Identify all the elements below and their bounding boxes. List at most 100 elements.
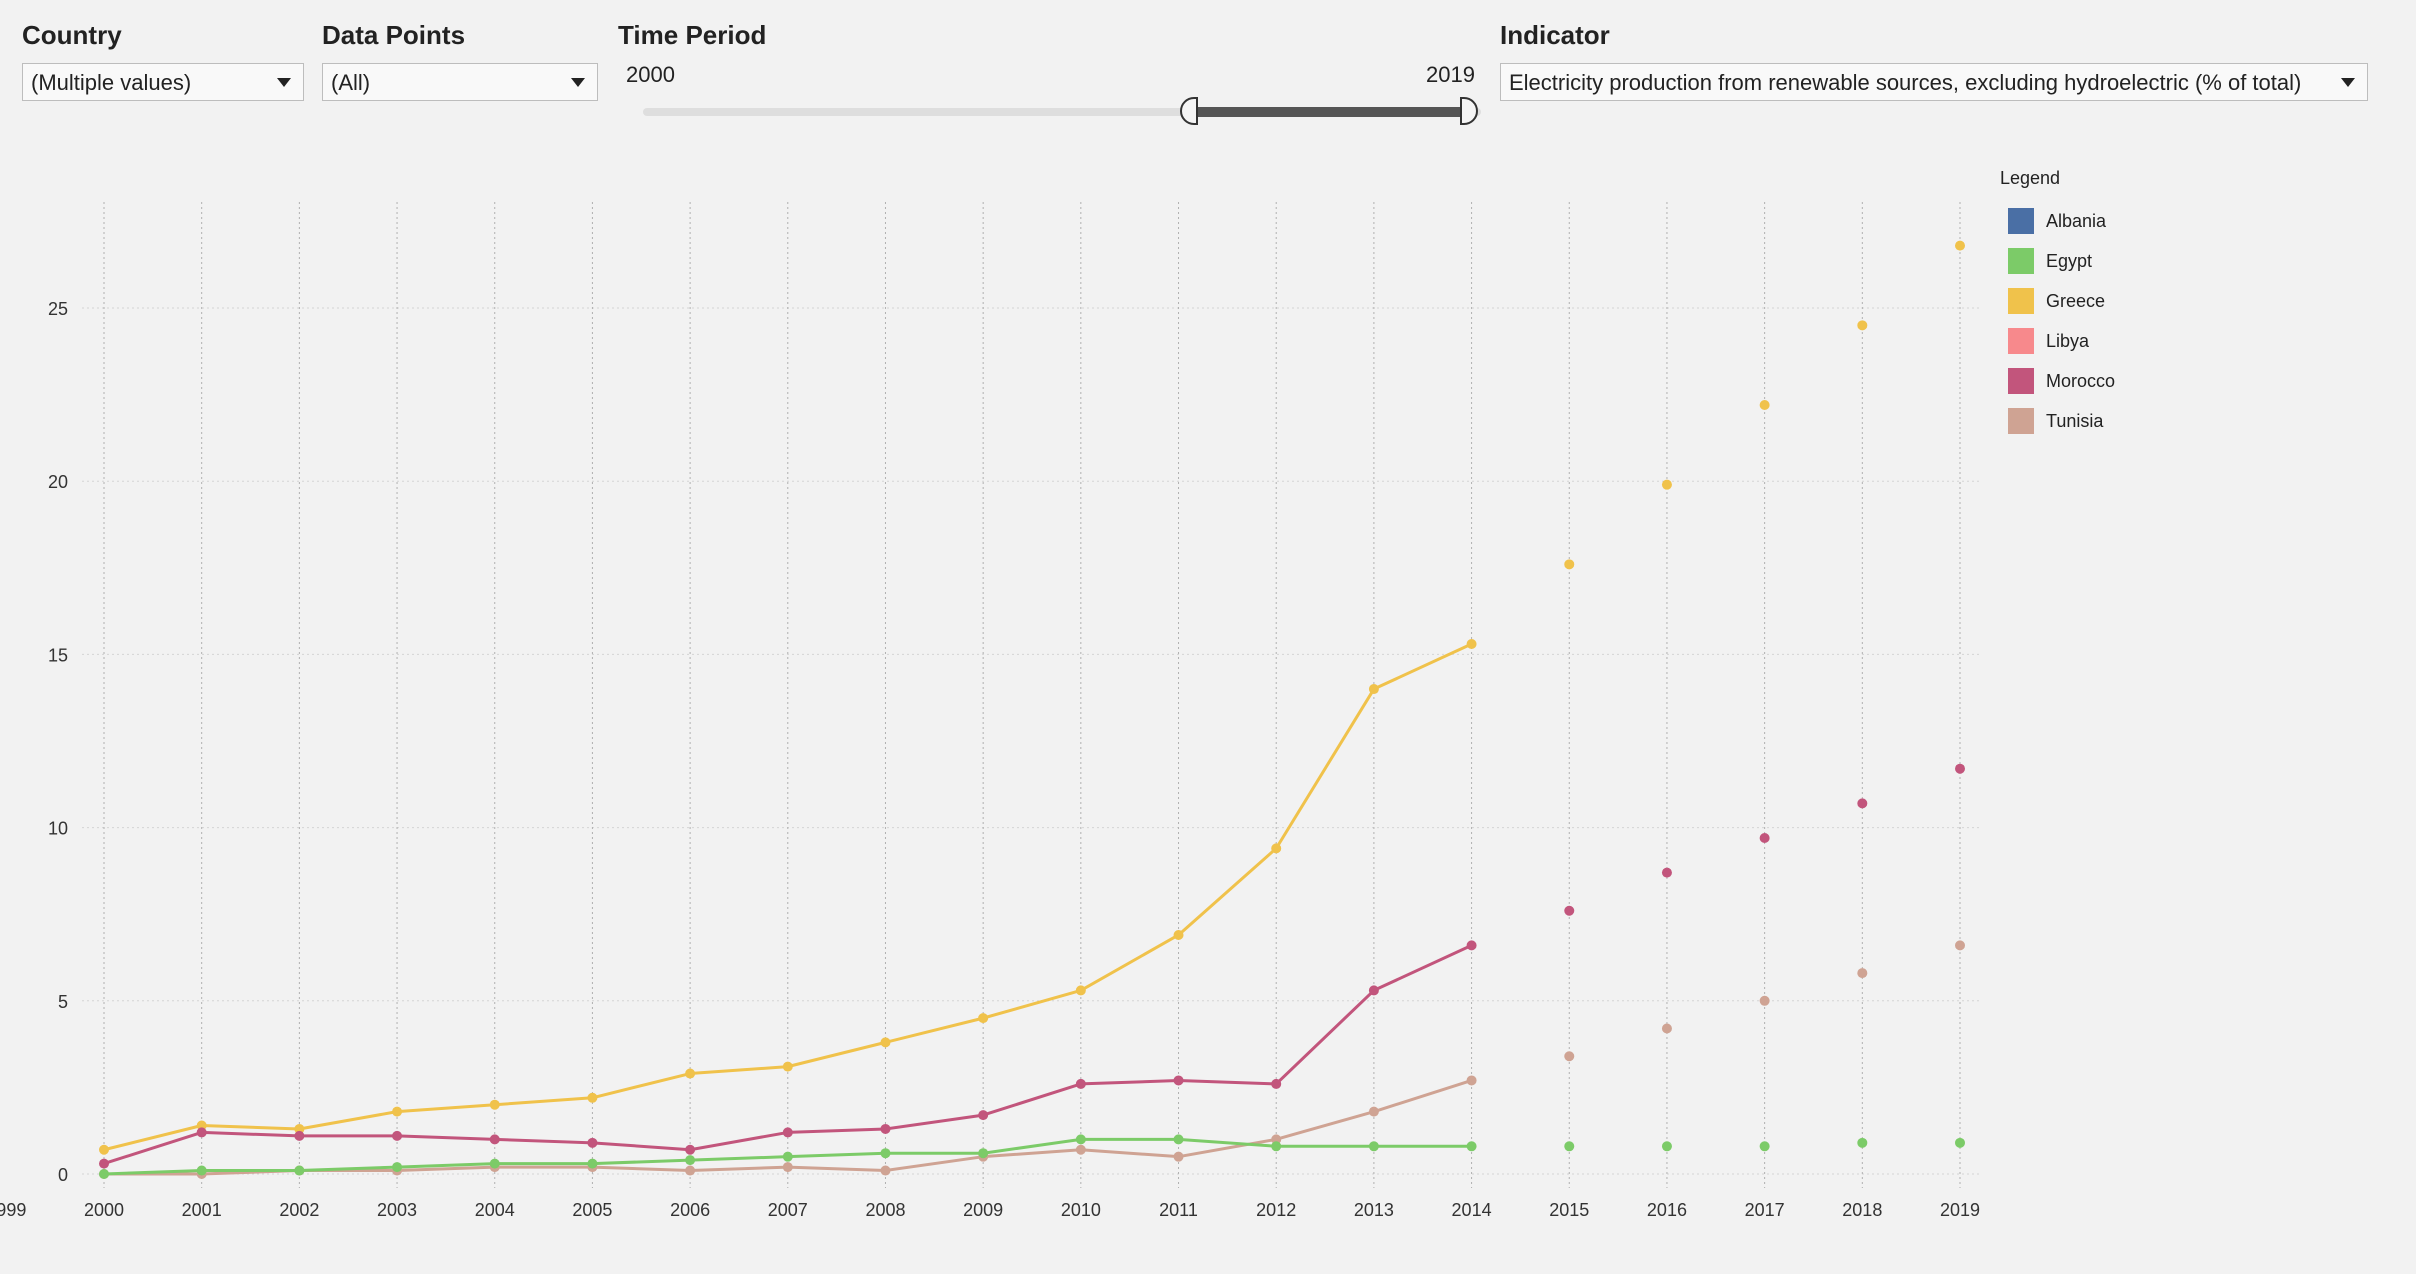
data-point-morocco: [1661, 867, 1672, 878]
data-point-greece: [1075, 985, 1086, 996]
data-point-greece: [685, 1068, 696, 1079]
legend-item-albania[interactable]: Albania: [2000, 201, 2115, 241]
x-tick-label: 2006: [670, 1200, 710, 1220]
legend-swatch: [2008, 368, 2034, 394]
data-point-egypt: [99, 1169, 109, 1179]
x-tick-label: 2009: [963, 1200, 1003, 1220]
data-point-greece: [1661, 479, 1672, 490]
data-point-morocco: [587, 1137, 598, 1148]
data-point-greece: [1857, 320, 1868, 331]
legend-item-egypt[interactable]: Egypt: [2000, 241, 2115, 281]
chevron-down-icon: [277, 78, 291, 87]
data-point-tunisia: [1368, 1106, 1379, 1117]
data-point-greece: [1955, 240, 1965, 251]
data-points-dropdown[interactable]: (All): [322, 63, 598, 101]
data-point-greece: [782, 1061, 793, 1072]
data-point-greece: [392, 1106, 403, 1117]
time-period-end-handle[interactable]: [1460, 97, 1478, 125]
x-tick-label: 2018: [1842, 1200, 1882, 1220]
x-tick-label: 2014: [1452, 1200, 1492, 1220]
data-point-egypt: [685, 1155, 696, 1166]
indicator-filter: Indicator Electricity production from re…: [1500, 20, 2368, 101]
x-tick-label: 2007: [768, 1200, 808, 1220]
indicator-dropdown[interactable]: Electricity production from renewable so…: [1500, 63, 2368, 101]
time-period-start-handle[interactable]: [1180, 97, 1198, 125]
data-point-morocco: [196, 1127, 207, 1138]
legend-label: Morocco: [2046, 370, 2116, 391]
x-tick-label: 2010: [1061, 1200, 1101, 1220]
data-point-greece: [1271, 843, 1282, 854]
data-point-morocco: [392, 1130, 403, 1141]
x-tick-label: 2004: [475, 1200, 515, 1220]
data-point-tunisia: [1857, 968, 1868, 979]
data-point-greece: [880, 1037, 891, 1048]
data-point-tunisia: [1173, 1151, 1184, 1162]
data-point-egypt: [587, 1158, 598, 1169]
data-point-tunisia: [685, 1165, 696, 1176]
data-point-morocco: [1466, 940, 1477, 951]
data-point-greece: [1173, 929, 1184, 940]
time-period-end-value: 2019: [1426, 62, 1475, 87]
legend-swatch: [2008, 328, 2034, 354]
data-point-egypt: [294, 1165, 305, 1176]
data-point-greece: [978, 1013, 989, 1024]
legend: Legend Albania Egypt Greece Libya Morocco Tun…: [2000, 168, 2115, 441]
data-point-tunisia: [880, 1165, 891, 1176]
legend-label: Tunisia: [2046, 410, 2104, 431]
data-point-morocco: [1955, 763, 1965, 774]
data-point-morocco: [1368, 985, 1379, 996]
data-point-tunisia: [1955, 940, 1965, 951]
y-tick-label: 0: [58, 1165, 68, 1185]
indicator-dropdown-value: Electricity production from renewable so…: [1509, 70, 2302, 95]
data-point-morocco: [782, 1127, 793, 1138]
data-point-greece: [1564, 559, 1575, 570]
data-point-greece: [196, 1120, 207, 1131]
data-point-morocco: [294, 1130, 305, 1141]
data-points-dropdown-value: (All): [331, 70, 371, 95]
data-point-egypt: [1466, 1141, 1477, 1152]
data-point-egypt: [489, 1158, 500, 1169]
data-point-greece: [294, 1123, 305, 1134]
data-points-filter: Data Points (All): [322, 20, 598, 101]
data-point-egypt: [1759, 1141, 1770, 1152]
data-point-tunisia: [1075, 1144, 1086, 1155]
data-point-morocco: [1271, 1078, 1282, 1089]
data-point-greece: [1368, 684, 1379, 695]
x-tick-label: 2017: [1745, 1200, 1785, 1220]
y-tick-label: 15: [48, 645, 68, 665]
data-point-morocco: [685, 1144, 696, 1155]
x-tick-label: 2002: [279, 1200, 319, 1220]
y-tick-label: 5: [58, 992, 68, 1012]
x-tick-label: 2012: [1256, 1200, 1296, 1220]
data-point-egypt: [1075, 1134, 1086, 1145]
data-point-tunisia: [1271, 1134, 1282, 1145]
data-point-morocco: [1857, 798, 1868, 809]
x-tick-label: 2011: [1159, 1200, 1198, 1220]
legend-item-libya[interactable]: Libya: [2000, 321, 2115, 361]
chevron-down-icon: [571, 78, 585, 87]
data-point-morocco: [1564, 905, 1575, 916]
time-period-slider-track[interactable]: [643, 108, 1481, 116]
legend-item-morocco[interactable]: Morocco: [2000, 361, 2115, 401]
x-tick-label: 2001: [182, 1200, 222, 1220]
data-point-tunisia: [1661, 1023, 1672, 1034]
legend-swatch: [2008, 288, 2034, 314]
x-tick-label: 2005: [572, 1200, 612, 1220]
country-filter: Country (Multiple values): [22, 20, 304, 101]
x-tick-label: 2016: [1647, 1200, 1687, 1220]
legend-item-tunisia[interactable]: Tunisia: [2000, 401, 2115, 441]
country-dropdown[interactable]: (Multiple values): [22, 63, 304, 101]
x-tick-label: 2019: [1940, 1200, 1980, 1220]
data-point-greece: [489, 1099, 500, 1110]
data-point-greece: [587, 1092, 598, 1103]
data-point-tunisia: [782, 1162, 793, 1173]
legend-item-greece[interactable]: Greece: [2000, 281, 2115, 321]
y-tick-label: 20: [48, 472, 68, 492]
legend-swatch: [2008, 208, 2034, 234]
y-tick-label: 25: [48, 299, 68, 319]
data-point-morocco: [1759, 832, 1770, 843]
time-period-filter-title: Time Period: [618, 20, 767, 50]
data-point-egypt: [1564, 1141, 1575, 1152]
data-point-morocco: [978, 1110, 989, 1121]
data-point-greece: [1759, 399, 1770, 410]
